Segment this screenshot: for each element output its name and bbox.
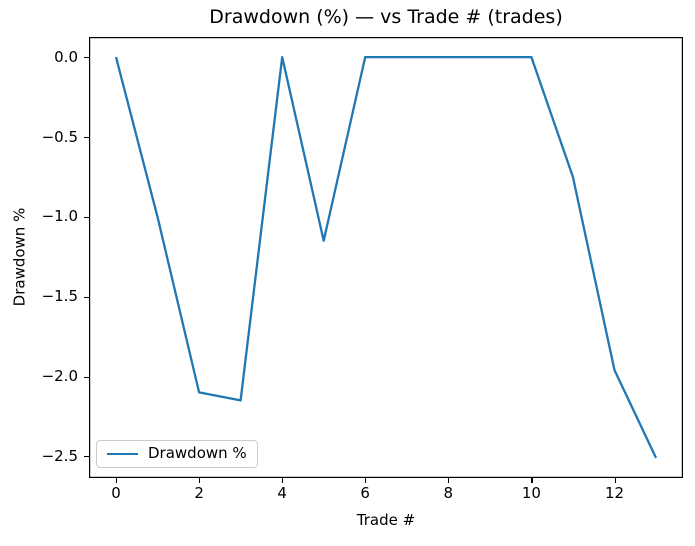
x-tick-mark bbox=[614, 478, 616, 483]
chart-title: Drawdown (%) — vs Trade # (trades) bbox=[209, 6, 563, 28]
x-tick-mark bbox=[282, 478, 284, 483]
y-tick-mark bbox=[84, 376, 89, 378]
legend-line-sample-icon bbox=[107, 452, 138, 455]
x-tick-label: 6 bbox=[360, 484, 370, 502]
plot-frame bbox=[89, 37, 683, 478]
drawdown-line bbox=[114, 55, 658, 459]
legend: Drawdown % bbox=[96, 440, 258, 468]
x-axis-label: Trade # bbox=[356, 511, 416, 529]
y-tick-label: 0.0 bbox=[54, 47, 78, 66]
x-tick-mark bbox=[199, 478, 201, 483]
x-tick-mark bbox=[448, 478, 450, 483]
x-tick-label: 2 bbox=[194, 484, 204, 502]
y-tick-mark bbox=[84, 216, 89, 218]
y-tick-mark bbox=[84, 296, 89, 298]
x-tick-mark bbox=[116, 478, 118, 483]
x-tick-label: 8 bbox=[443, 484, 454, 502]
drawdown-line-chart bbox=[89, 37, 683, 478]
plot-area: Drawdown % bbox=[89, 37, 683, 478]
x-tick-label: 0 bbox=[111, 484, 121, 502]
x-tick-label: 12 bbox=[604, 484, 625, 502]
legend-label: Drawdown % bbox=[148, 444, 247, 462]
y-tick-mark bbox=[84, 57, 89, 59]
y-tick-label: −0.5 bbox=[41, 127, 78, 146]
x-tick-mark bbox=[531, 478, 533, 483]
y-tick-label: −1.5 bbox=[41, 287, 78, 306]
x-tick-label: 10 bbox=[521, 484, 541, 502]
x-tick-mark bbox=[365, 478, 367, 483]
y-tick-label: −2.0 bbox=[41, 367, 78, 385]
y-tick-mark bbox=[84, 456, 89, 458]
x-tick-label: 4 bbox=[277, 484, 287, 502]
y-tick-label: −2.5 bbox=[41, 446, 78, 465]
y-tick-mark bbox=[84, 137, 89, 139]
y-tick-label: −1.0 bbox=[41, 207, 78, 226]
